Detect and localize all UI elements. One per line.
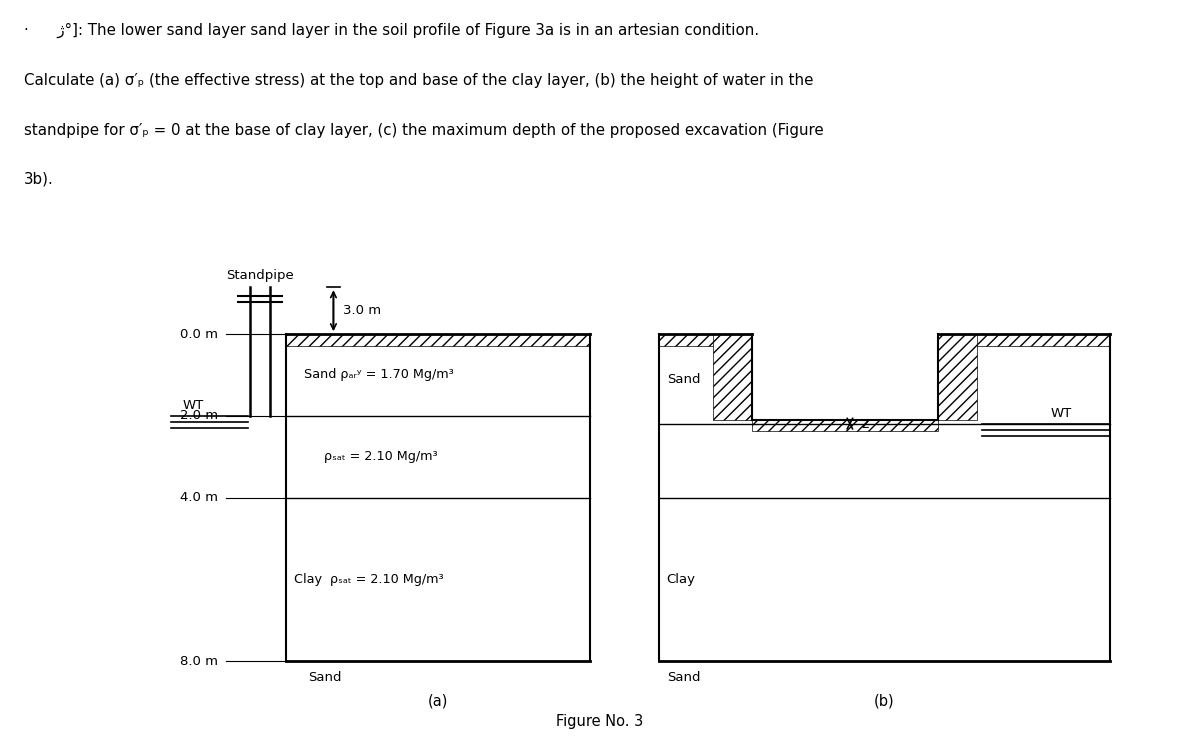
Text: 4.0 m: 4.0 m xyxy=(180,491,218,504)
Text: (b): (b) xyxy=(874,693,894,708)
Polygon shape xyxy=(938,334,1110,345)
Text: Clay  ρₛₐₜ = 2.10 Mg/m³: Clay ρₛₐₜ = 2.10 Mg/m³ xyxy=(294,573,444,586)
Text: (a): (a) xyxy=(428,693,449,708)
Text: 3.0 m: 3.0 m xyxy=(343,304,382,317)
Text: 2.0 m: 2.0 m xyxy=(180,410,218,422)
Text: Calculate (a) σ′ₚ (the effective stress) at the top and base of the clay layer, : Calculate (a) σ′ₚ (the effective stress)… xyxy=(24,73,814,88)
Text: Figure No. 3: Figure No. 3 xyxy=(557,714,643,730)
Text: z: z xyxy=(862,416,869,430)
Text: Clay: Clay xyxy=(667,573,696,586)
Text: Sand ρₐᵣʸ = 1.70 Mg/m³: Sand ρₐᵣʸ = 1.70 Mg/m³ xyxy=(304,369,454,381)
Polygon shape xyxy=(752,420,938,431)
Text: 8.0 m: 8.0 m xyxy=(180,654,218,668)
Text: WT: WT xyxy=(1051,407,1072,420)
Text: ρₛₐₜ = 2.10 Mg/m³: ρₛₐₜ = 2.10 Mg/m³ xyxy=(324,450,437,463)
Text: Standpipe: Standpipe xyxy=(226,269,294,282)
Text: Sand: Sand xyxy=(667,671,700,684)
Text: Sand: Sand xyxy=(308,671,342,684)
Text: standpipe for σ′ₚ = 0 at the base of clay layer, (c) the maximum depth of the pr: standpipe for σ′ₚ = 0 at the base of cla… xyxy=(24,123,823,138)
Polygon shape xyxy=(938,334,977,420)
Text: WT: WT xyxy=(182,399,204,412)
Text: 3b).: 3b). xyxy=(24,172,54,186)
Text: Sand: Sand xyxy=(667,372,700,386)
Text: ·      ژ°]: The lower sand layer sand layer in the soil profile of Figure 3a is : · ژ°]: The lower sand layer sand layer i… xyxy=(24,22,758,37)
Text: 0.0 m: 0.0 m xyxy=(180,327,218,341)
Polygon shape xyxy=(659,334,752,345)
Polygon shape xyxy=(287,334,590,345)
Polygon shape xyxy=(713,334,752,420)
